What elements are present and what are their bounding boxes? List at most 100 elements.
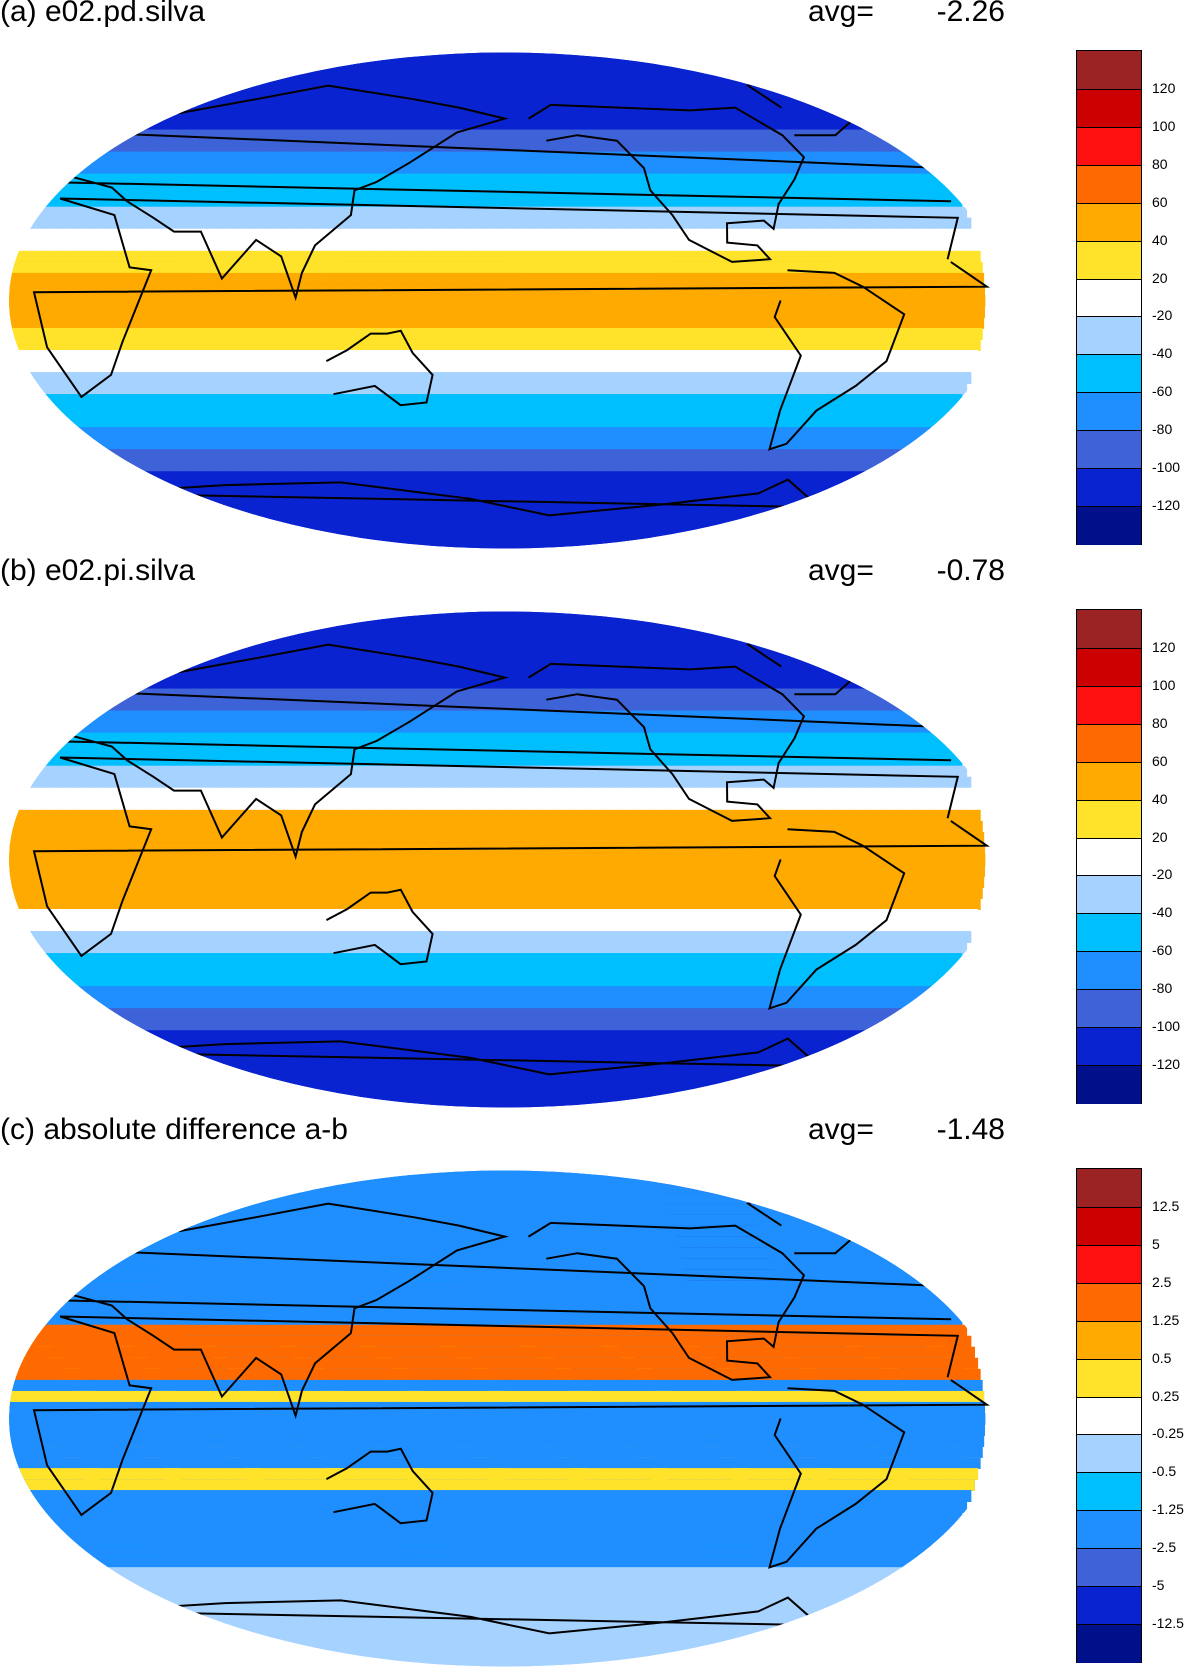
field-cell — [229, 633, 244, 646]
field-cell — [274, 63, 288, 76]
field-cell — [680, 537, 694, 549]
field-cell — [916, 449, 933, 462]
field-cell — [929, 427, 946, 440]
field-cell — [895, 666, 911, 679]
colorbar-box — [1077, 240, 1141, 280]
field-cell — [902, 118, 918, 131]
field-cell — [859, 633, 874, 646]
field-cell — [856, 52, 870, 65]
field-cell — [141, 52, 155, 65]
field-cell — [799, 644, 814, 657]
field-cell — [23, 931, 972, 943]
field-cell — [304, 537, 318, 549]
field-cell — [929, 162, 946, 175]
field-cell — [248, 63, 262, 76]
colorbar-box — [1077, 126, 1141, 166]
colorbar-box — [1077, 316, 1141, 356]
field-cell — [197, 63, 211, 76]
field-cell — [902, 449, 918, 462]
field-cell — [761, 622, 776, 635]
field-cell — [38, 964, 55, 977]
field-cell — [191, 537, 205, 549]
field-cell — [235, 622, 250, 635]
field-cell — [229, 52, 243, 65]
field-cell — [171, 526, 185, 539]
field-cell — [120, 526, 134, 539]
field-cell — [71, 129, 926, 142]
field-cell — [813, 644, 828, 657]
field-cell — [710, 622, 724, 635]
field-cell — [111, 515, 126, 528]
field-cell — [171, 63, 185, 76]
field-cell — [94, 493, 110, 506]
field-cell — [853, 504, 868, 517]
field-cell — [129, 644, 145, 657]
field-cell — [129, 85, 145, 98]
field-cell — [216, 611, 230, 624]
field-cell — [793, 633, 808, 646]
field-cell — [16, 350, 979, 362]
field-cell — [279, 537, 293, 549]
field-cell — [229, 74, 244, 87]
field-cell — [767, 633, 782, 646]
field-cell — [92, 118, 108, 131]
field-cell — [874, 493, 889, 506]
coastline — [42, 84, 952, 302]
field-cell — [895, 107, 911, 120]
field-cell — [800, 622, 814, 635]
field-cell — [63, 140, 933, 153]
colorbar-box — [1077, 430, 1141, 470]
field-cell — [178, 611, 193, 624]
field-cell — [730, 537, 745, 549]
field-cell — [210, 644, 225, 657]
field-cell — [129, 504, 145, 517]
field-cell — [806, 515, 821, 528]
field-cell — [132, 622, 147, 635]
field-cell — [137, 633, 152, 646]
field-cell — [124, 515, 139, 528]
field-cell — [43, 173, 60, 186]
field-cell — [668, 611, 682, 624]
field-cell — [56, 438, 73, 451]
field-cell — [56, 438, 940, 451]
field-cell — [254, 611, 268, 624]
field-cell — [143, 644, 158, 657]
field-cell — [793, 515, 808, 528]
field-cell — [94, 655, 903, 668]
field-cell — [754, 633, 769, 646]
field-cell — [304, 611, 318, 624]
field-cell — [23, 776, 972, 789]
field-cell — [63, 1008, 933, 1021]
field-cell — [100, 107, 116, 120]
field-cell — [705, 611, 720, 624]
field-cell — [235, 526, 250, 539]
field-cell — [78, 471, 918, 484]
field-cell — [718, 611, 732, 624]
field-cell — [718, 537, 732, 549]
field-cell — [103, 504, 118, 517]
avg-label: avg= — [808, 554, 874, 587]
field-cell — [63, 449, 80, 462]
field-cell — [902, 140, 918, 153]
field-cell — [197, 622, 211, 635]
panel-title: (b) e02.pi.silva — [0, 554, 196, 587]
field-cell — [730, 52, 745, 65]
field-cell — [856, 537, 870, 549]
field-cell — [141, 537, 155, 549]
field-cell — [56, 997, 73, 1010]
colorbar-tick-label: 20 — [1152, 269, 1168, 286]
field-cell — [222, 622, 237, 635]
field-cell — [680, 611, 694, 624]
field-cell — [32, 195, 963, 208]
field-cell — [867, 107, 883, 120]
colorbar — [1076, 50, 1142, 545]
field-cell — [768, 537, 782, 549]
field-cell — [190, 74, 205, 87]
field-cell — [693, 537, 707, 549]
field-cell — [166, 537, 180, 549]
field-cell — [354, 537, 368, 549]
field-cell — [846, 655, 862, 668]
field-cell — [85, 129, 101, 142]
field-cell — [56, 710, 73, 723]
field-cell — [880, 504, 895, 517]
